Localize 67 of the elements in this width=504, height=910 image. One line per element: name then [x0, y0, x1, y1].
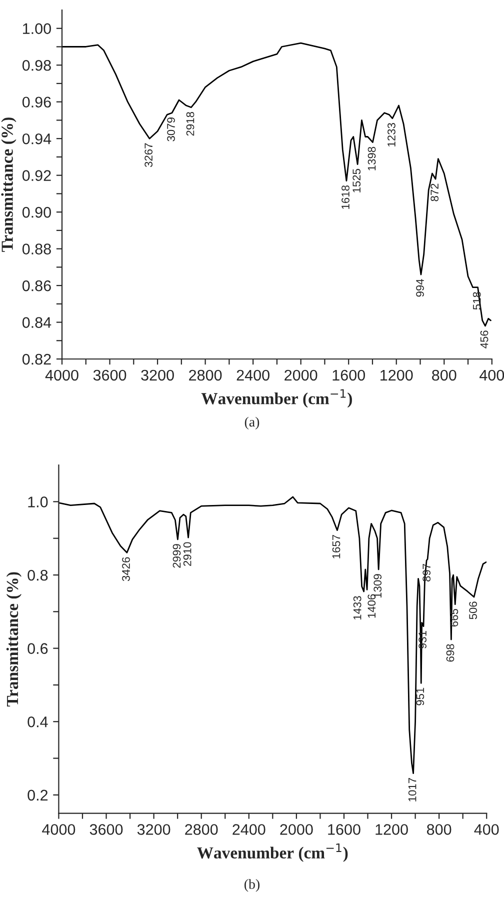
x-tick-label: 2000: [280, 824, 313, 835]
annotation: 1233: [388, 123, 396, 146]
x-tick-label: 800: [432, 370, 456, 381]
x-tick-label: 2400: [232, 824, 266, 835]
y-axis-title: Transmittance (%): [1, 118, 16, 252]
x-tick-label: 3200: [141, 370, 174, 381]
annotation: 897: [422, 564, 431, 582]
annotation: 1433: [353, 596, 362, 620]
y-tick-label: 0.82: [22, 354, 51, 365]
annotation: 1525: [352, 168, 361, 192]
annotation: 698: [446, 644, 454, 662]
y-tick-label: 0.84: [22, 317, 52, 328]
annotation: 994: [416, 278, 424, 297]
x-tick-label: 2000: [284, 370, 318, 381]
x-tick-label: 3200: [137, 824, 170, 835]
x-tick-label: 2400: [236, 370, 270, 381]
line-series: [62, 42, 492, 327]
text: (b): [244, 879, 260, 892]
x-tick-label: 1600: [332, 370, 365, 381]
annotation: 1017: [408, 778, 416, 802]
x-tick-label: 1200: [376, 824, 408, 835]
annotation: 2999: [172, 544, 181, 568]
y-tick-label: 0.88: [22, 244, 51, 254]
y-tick-label: 0.2: [28, 790, 48, 801]
x-tick-label: 1600: [328, 824, 360, 835]
annotation: 3079: [167, 118, 175, 142]
annotation: 518: [472, 292, 481, 310]
annotation: 872: [430, 184, 439, 202]
annotation: 506: [469, 602, 477, 620]
x-tick-label: 4000: [45, 370, 78, 381]
annotation: 456: [480, 330, 488, 348]
y-axis-title: Transmittance (%): [6, 572, 22, 707]
y-tick-label: 0.94: [22, 133, 52, 144]
y-tick-label: 0.92: [22, 170, 51, 182]
x-tick-label: 3600: [90, 824, 123, 835]
x-tick-label: 3600: [93, 370, 126, 381]
y-tick-label: 1.00: [23, 23, 51, 34]
y-tick-label: 0.98: [22, 60, 51, 71]
annotation: 1657: [332, 534, 340, 558]
x-axis-title: Wavenumber (cm$^{−1}$): [197, 843, 348, 862]
annotation: 665: [450, 608, 458, 626]
x-tick-label: 1200: [380, 370, 413, 381]
x-tick-label: 400: [480, 370, 504, 381]
annotation: 1309: [374, 574, 382, 598]
annotation: 951: [416, 688, 424, 706]
x-tick-label: 2800: [185, 824, 218, 835]
x-tick-label: 800: [426, 824, 452, 835]
y-tick-label: 0.90: [22, 206, 51, 218]
y-tick-label: 0.86: [22, 280, 51, 292]
y-tick-label: 0.8: [28, 570, 48, 581]
x-axis-title: Wavenumber (cm$^{−1}$): [201, 389, 352, 408]
text: (a): [244, 416, 260, 430]
annotation: 1398: [368, 146, 376, 170]
annotation: 3267: [144, 143, 153, 168]
annotation: 1618: [342, 185, 350, 209]
line-series: [58, 496, 487, 774]
y-tick-label: 1.0: [28, 496, 48, 508]
x-tick-label: 2800: [189, 370, 222, 381]
annotation: 2910: [183, 542, 192, 566]
annotation: 1406: [368, 594, 376, 618]
x-tick-label: 4000: [42, 824, 76, 835]
annotation: 3426: [122, 557, 130, 582]
y-tick-label: 0.6: [28, 643, 48, 654]
x-tick-label: 400: [474, 824, 499, 835]
y-tick-label: 0.96: [22, 96, 51, 108]
y-tick-label: 0.4: [28, 716, 48, 728]
annotation: 2918: [186, 112, 194, 136]
